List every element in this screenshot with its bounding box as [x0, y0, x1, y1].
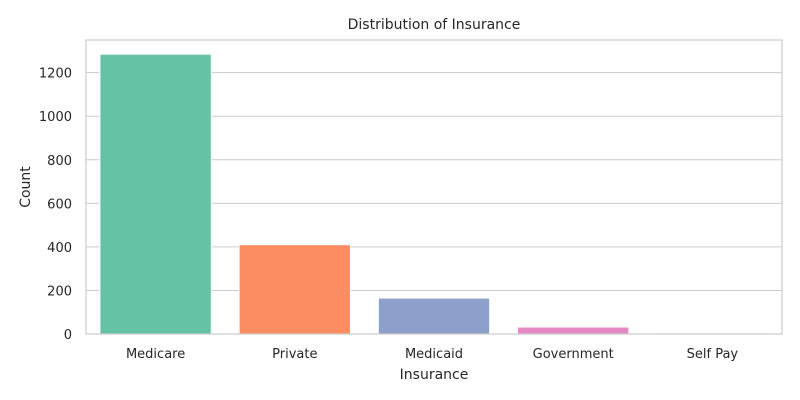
- x-tick-label: Government: [533, 347, 614, 362]
- y-tick-label: 600: [47, 197, 72, 212]
- y-tick-label: 200: [47, 284, 72, 299]
- y-tick-label: 1000: [39, 110, 72, 125]
- bar-private: [238, 244, 351, 335]
- y-tick-label: 800: [47, 154, 72, 169]
- x-axis-label: Insurance: [400, 367, 469, 383]
- y-tick-label: 1200: [39, 67, 72, 82]
- bar-medicare: [99, 53, 212, 335]
- x-tick-label: Private: [272, 347, 317, 362]
- bar-government: [517, 326, 630, 335]
- plot-frame: [85, 39, 783, 335]
- y-tick-labels: 0 200 400 600 800 1000 1200: [39, 67, 72, 343]
- y-tick-label: 0: [64, 328, 72, 343]
- y-axis-label: Count: [18, 166, 34, 208]
- x-tick-label: Self Pay: [687, 347, 739, 362]
- bar-medicaid: [377, 297, 491, 335]
- x-tick-label: Medicaid: [405, 347, 463, 362]
- chart-title: Distribution of Insurance: [348, 17, 521, 33]
- x-tick-label: Medicare: [126, 347, 185, 362]
- y-tick-label: 400: [47, 241, 72, 256]
- x-tick-labels: Medicare Private Medicaid Government Self Pa…: [126, 347, 738, 362]
- bars: [99, 53, 769, 335]
